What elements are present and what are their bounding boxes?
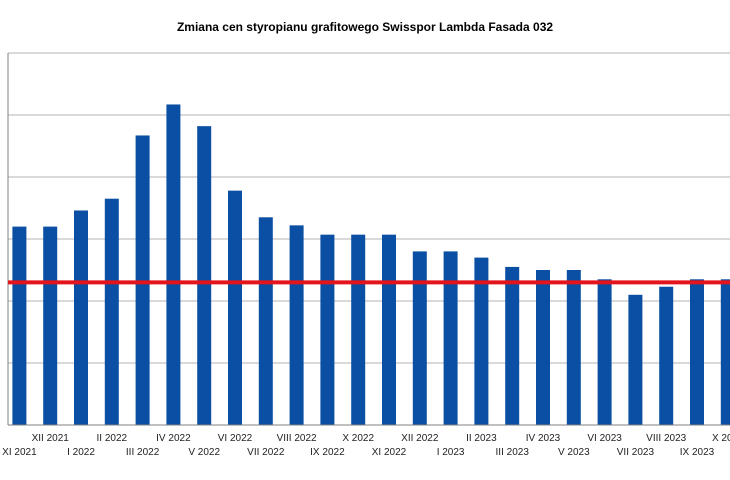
bar — [12, 226, 27, 425]
x-tick-label: III 2022 — [126, 447, 160, 458]
bar — [597, 279, 612, 425]
x-tick-label: II 2022 — [97, 433, 128, 444]
bar — [566, 270, 581, 425]
bar — [443, 251, 458, 425]
bar — [197, 126, 212, 425]
bar — [166, 104, 181, 426]
bar — [135, 135, 150, 425]
x-tick-label: III 2023 — [496, 447, 530, 458]
x-tick-label: VI 2023 — [587, 433, 622, 444]
x-tick-label: IV 2023 — [526, 433, 561, 444]
axes — [7, 53, 730, 426]
x-tick-label: V 2022 — [188, 447, 220, 458]
bar — [382, 234, 396, 425]
x-tick-label: IX 2022 — [310, 447, 345, 458]
bar — [104, 198, 119, 425]
x-tick-label: VI 2022 — [218, 433, 253, 444]
x-tick-label: XI 2022 — [372, 447, 407, 458]
x-tick-label: I 2023 — [437, 447, 465, 458]
bar — [659, 286, 674, 425]
bar — [320, 234, 335, 425]
bar — [720, 279, 730, 425]
x-tick-label: VII 2022 — [247, 447, 285, 458]
chart-title: Zmiana cen styropianu grafitowego Swissp… — [176, 20, 554, 34]
bar — [74, 210, 88, 425]
bar — [628, 294, 643, 425]
bar — [228, 190, 242, 425]
x-tick-label: XI 2021 — [2, 447, 37, 458]
x-tick-label: I 2022 — [67, 447, 95, 458]
x-tick-label: X 2023 — [712, 433, 730, 444]
bar — [351, 234, 366, 425]
bar — [43, 226, 58, 425]
bar — [258, 217, 273, 425]
x-tick-label: II 2023 — [466, 433, 497, 444]
x-tick-label: VII 2023 — [617, 447, 655, 458]
bar — [474, 257, 489, 425]
x-tick-label: VIII 2023 — [646, 433, 686, 444]
x-tick-label: IX 2023 — [680, 447, 715, 458]
x-tick-label: XII 2021 — [32, 433, 70, 444]
bar — [505, 266, 520, 425]
bars — [12, 104, 730, 426]
x-tick-label: V 2023 — [558, 447, 590, 458]
bar — [536, 270, 550, 425]
x-tick-label: X 2022 — [342, 433, 374, 444]
x-tick-label: VIII 2022 — [277, 433, 317, 444]
x-tick-label: XII 2022 — [401, 433, 439, 444]
bar — [412, 251, 427, 425]
bar — [289, 225, 304, 425]
x-tick-label: IV 2022 — [156, 433, 191, 444]
bar — [690, 279, 704, 425]
